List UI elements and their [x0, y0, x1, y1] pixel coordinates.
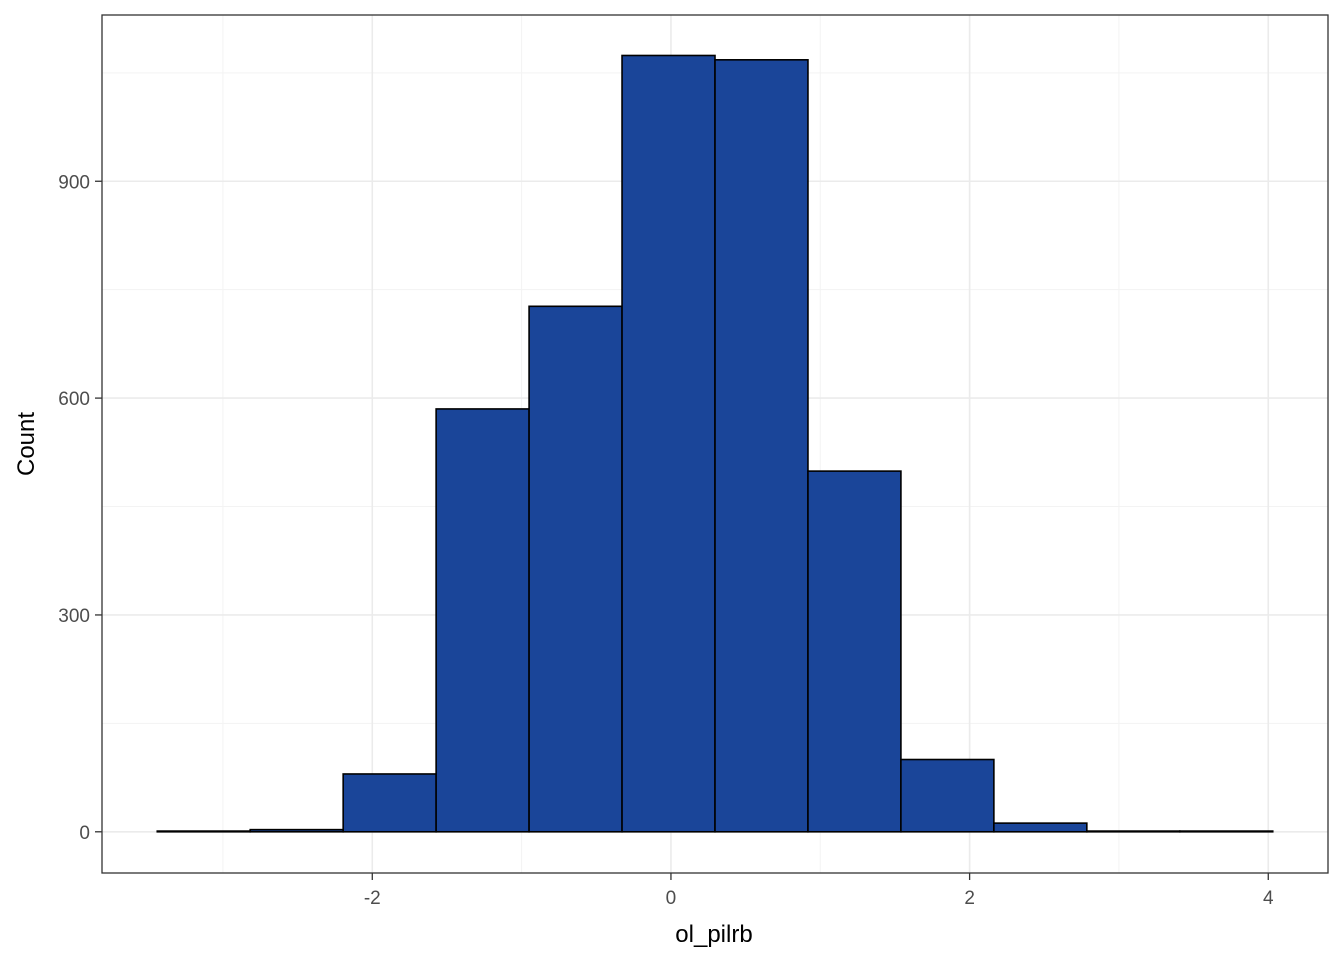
histogram-bar [1086, 830, 1181, 833]
x-axis-title: ol_pilrb [675, 921, 752, 948]
histogram-bar [807, 470, 902, 833]
histogram-bar [714, 59, 809, 833]
x-tick-label: 0 [666, 888, 677, 909]
histogram-bar [156, 830, 252, 833]
y-axis-title: Count [13, 412, 40, 476]
histogram-bar [528, 305, 623, 833]
x-tick-label: 2 [964, 888, 975, 909]
histogram-bar [900, 758, 995, 833]
y-tick-label: 300 [58, 606, 90, 627]
histogram-bars [156, 54, 1274, 833]
histogram-bar [621, 54, 716, 833]
histogram-bar [435, 408, 530, 833]
histogram-bar [1178, 830, 1274, 833]
x-axis: -2 0 2 4 [364, 873, 1274, 909]
histogram-bar [342, 773, 437, 833]
histogram-bar [993, 822, 1088, 833]
y-tick-label: 0 [79, 823, 90, 844]
histogram-bar [249, 828, 344, 833]
y-tick-label: 900 [58, 172, 90, 193]
y-tick-label: 600 [58, 389, 90, 410]
x-tick-label: -2 [364, 888, 381, 909]
panel-border [101, 14, 1329, 874]
y-axis: 0 300 600 900 [58, 172, 102, 844]
x-tick-label: 4 [1263, 888, 1274, 909]
